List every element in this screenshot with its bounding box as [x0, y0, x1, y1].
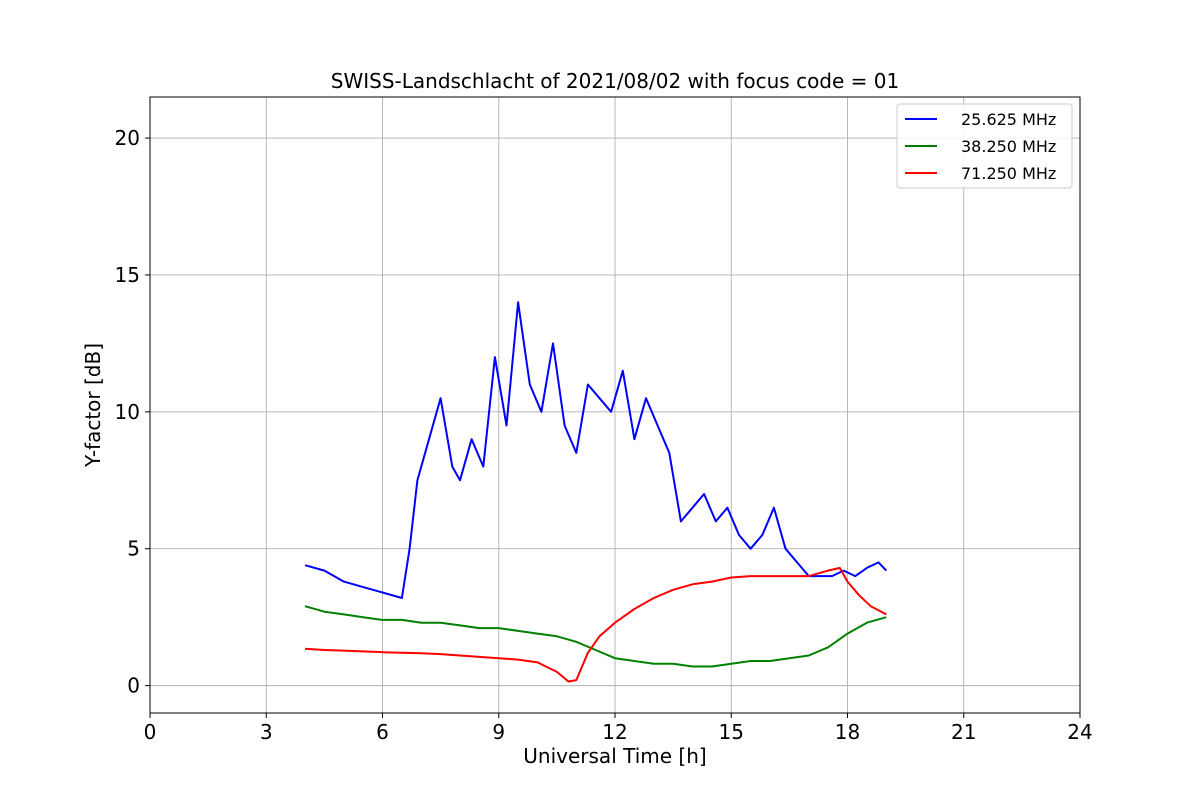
x-tick-label: 12	[602, 720, 627, 744]
legend-label: 71.250 MHz	[961, 164, 1056, 183]
legend-label: 25.625 MHz	[961, 110, 1056, 129]
series-layer	[304, 301, 888, 683]
x-tick-label: 6	[376, 720, 389, 744]
y-tick-label: 0	[127, 674, 140, 698]
y-axis-label: Y-factor [dB]	[81, 343, 105, 468]
x-tick-label: 0	[144, 720, 157, 744]
y-tick-label: 5	[127, 537, 140, 561]
legend-box	[896, 103, 1073, 189]
ticks: 0 3 6 9 12 15 18 21 24 0 5 10 15 20	[115, 126, 1093, 744]
series-line-1	[304, 301, 888, 599]
x-tick-label: 15	[719, 720, 744, 744]
legend-label: 38.250 MHz	[961, 137, 1056, 156]
x-tick-label: 24	[1067, 720, 1092, 744]
x-tick-label: 18	[835, 720, 860, 744]
x-tick-label: 3	[260, 720, 273, 744]
y-tick-label: 10	[115, 400, 140, 424]
y-tick-label: 15	[115, 263, 140, 287]
series-line-2	[304, 605, 887, 668]
series-line-3	[304, 566, 887, 683]
legend: 25.625 MHz 38.250 MHz 71.250 MHz	[896, 103, 1073, 189]
y-tick-label: 20	[115, 126, 140, 150]
chart-title: SWISS-Landschlacht of 2021/08/02 with fo…	[331, 69, 899, 93]
x-axis-label: Universal Time [h]	[523, 744, 706, 768]
x-tick-label: 9	[492, 720, 505, 744]
x-tick-label: 21	[951, 720, 976, 744]
